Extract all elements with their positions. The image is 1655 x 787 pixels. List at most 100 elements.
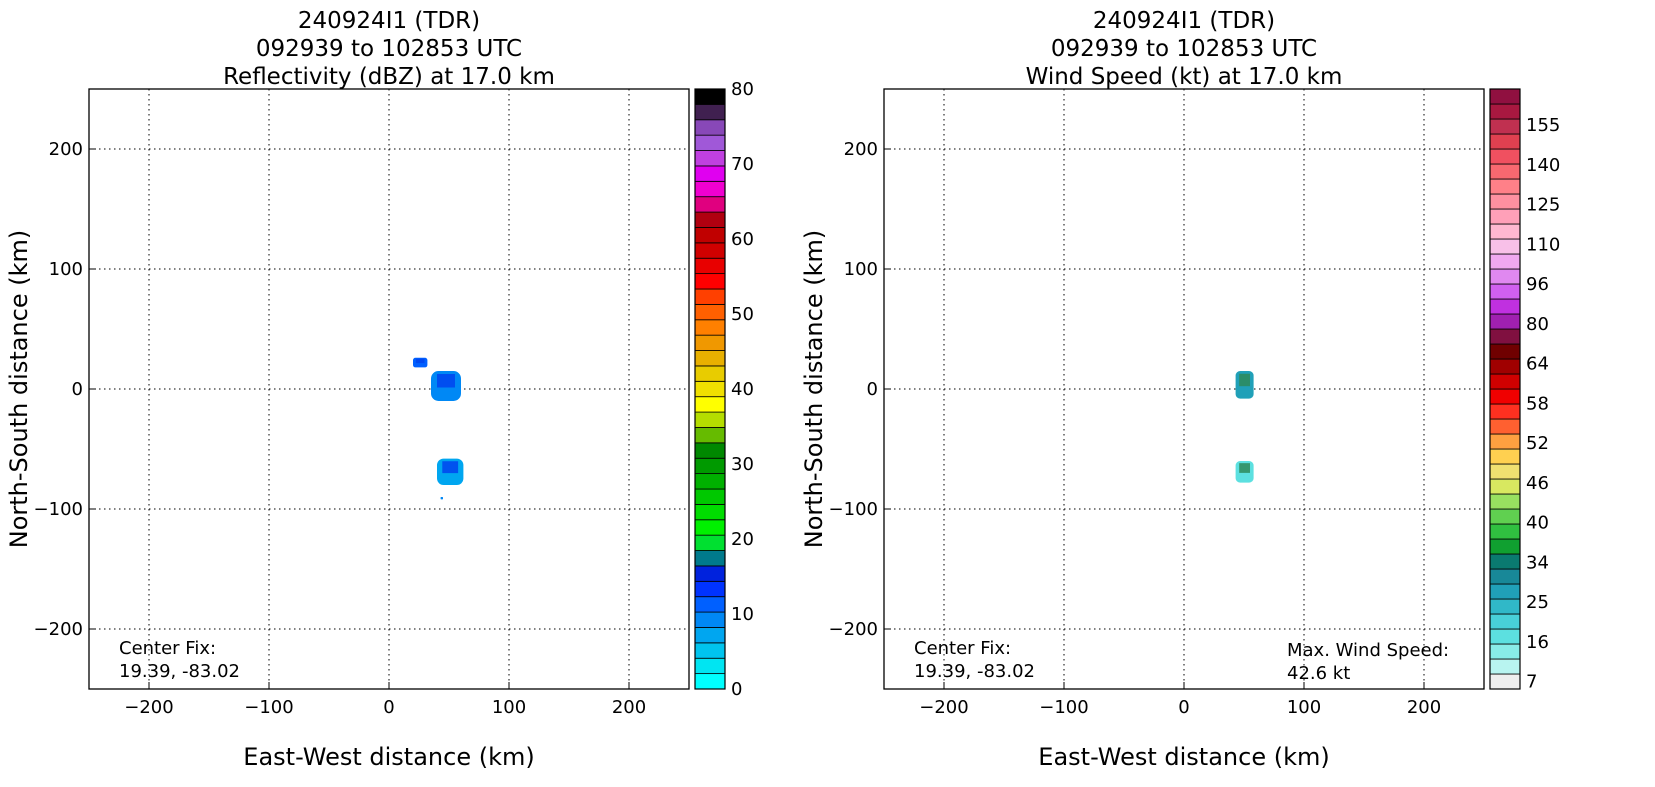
colorbar-segment bbox=[694, 596, 726, 613]
colorbar-segment bbox=[1489, 253, 1521, 270]
colorbar-segment bbox=[1489, 673, 1521, 690]
colorbar-segment bbox=[1489, 643, 1521, 660]
left-data-layer bbox=[413, 357, 464, 500]
colorbar-tick-label: 40 bbox=[731, 379, 754, 400]
colorbar-segment bbox=[1489, 238, 1521, 255]
colorbar-segment bbox=[694, 334, 726, 351]
colorbar-tick-label: 125 bbox=[1526, 195, 1560, 216]
colorbar-segment bbox=[694, 580, 726, 598]
colorbar-segment bbox=[1489, 313, 1521, 330]
colorbar-segment bbox=[694, 180, 726, 198]
colorbar-segment bbox=[694, 534, 726, 551]
colorbar-tick-label: 7 bbox=[1526, 672, 1537, 693]
colorbar-segment bbox=[694, 519, 726, 536]
echo-region bbox=[440, 497, 443, 500]
colorbar-tick-label: 34 bbox=[1526, 552, 1549, 573]
right-grid bbox=[884, 89, 1484, 689]
echo-core bbox=[1239, 463, 1250, 473]
colorbar-segment bbox=[1489, 343, 1521, 360]
colorbar-segment bbox=[694, 365, 726, 382]
colorbar-segment bbox=[1489, 463, 1521, 480]
colorbar-segment bbox=[694, 150, 726, 167]
max-wind-value: 42.6 kt bbox=[1287, 663, 1350, 684]
colorbar-segment bbox=[1489, 373, 1521, 390]
colorbar-segment bbox=[1489, 88, 1521, 105]
colorbar-segment bbox=[694, 442, 726, 459]
colorbar-segment bbox=[1489, 613, 1521, 630]
colorbar-tick-label: 155 bbox=[1526, 115, 1560, 136]
colorbar-segment bbox=[1489, 148, 1521, 165]
right-colorbar: 7 16 25 34 40 46 52 58 64 80 96 110 125 140 155 bbox=[1489, 88, 1560, 693]
colorbar-segment bbox=[694, 473, 726, 490]
colorbar-segment bbox=[1489, 283, 1521, 300]
colorbar-tick-label: 25 bbox=[1526, 592, 1549, 613]
colorbar-segment bbox=[694, 642, 726, 659]
right-title-line1: 240924I1 (TDR) bbox=[1093, 8, 1275, 34]
colorbar-segment bbox=[1489, 583, 1521, 600]
colorbar-tick-label: 20 bbox=[731, 529, 754, 550]
colorbar-tick-label: 80 bbox=[731, 79, 754, 100]
y-tick-label: 200 bbox=[49, 139, 83, 160]
colorbar-segment bbox=[694, 257, 726, 275]
max-wind-label: Max. Wind Speed: bbox=[1287, 640, 1449, 661]
y-tick-label: 0 bbox=[867, 379, 878, 400]
colorbar-segment bbox=[1489, 208, 1521, 225]
colorbar-tick-label: 58 bbox=[1526, 393, 1549, 414]
colorbar-tick-label: 80 bbox=[1526, 314, 1549, 335]
colorbar-segment bbox=[694, 103, 726, 121]
colorbar-segment bbox=[694, 196, 726, 213]
echo-core bbox=[415, 358, 425, 364]
echo-core bbox=[437, 374, 455, 388]
colorbar-tick-label: 46 bbox=[1526, 473, 1549, 494]
colorbar-tick-label: 96 bbox=[1526, 274, 1549, 295]
colorbar-segment bbox=[1489, 178, 1521, 195]
colorbar-segment bbox=[694, 396, 726, 413]
colorbar-tick-label: 70 bbox=[731, 154, 754, 175]
colorbar-segment bbox=[694, 227, 726, 244]
colorbar-segment bbox=[694, 273, 726, 290]
colorbar-segment bbox=[1489, 268, 1521, 285]
colorbar-segment bbox=[1489, 418, 1521, 435]
y-tick-label: −200 bbox=[829, 619, 878, 640]
right-ylabel: North-South distance (km) bbox=[800, 230, 828, 549]
colorbar-segment bbox=[1489, 508, 1521, 525]
colorbar-segment bbox=[694, 288, 726, 305]
colorbar-segment bbox=[1489, 403, 1521, 420]
colorbar-segment bbox=[694, 350, 726, 367]
colorbar-frame bbox=[694, 88, 726, 690]
x-tick-label: −200 bbox=[919, 697, 968, 718]
x-tick-label: 100 bbox=[492, 697, 526, 718]
colorbar-segment bbox=[694, 627, 726, 644]
colorbar-segment bbox=[694, 303, 726, 321]
y-tick-label: 0 bbox=[72, 379, 83, 400]
colorbar-segment bbox=[694, 380, 726, 398]
colorbar-segment bbox=[1489, 193, 1521, 210]
colorbar-segment bbox=[1489, 328, 1521, 345]
colorbar-segment bbox=[1489, 568, 1521, 585]
colorbar-segment bbox=[694, 550, 726, 567]
colorbar-tick-label: 64 bbox=[1526, 354, 1549, 375]
colorbar-segment bbox=[694, 88, 726, 105]
colorbar-segment bbox=[1489, 628, 1521, 645]
colorbar-segment bbox=[1489, 658, 1521, 675]
colorbar-segment bbox=[694, 211, 726, 228]
colorbar-segment bbox=[1489, 553, 1521, 570]
colorbar-segment bbox=[1489, 388, 1521, 405]
colorbar-segment bbox=[1489, 103, 1521, 120]
colorbar-tick-label: 50 bbox=[731, 304, 754, 325]
colorbar-segment bbox=[1489, 478, 1521, 495]
right-chart: 240924I1 (TDR) 092939 to 102853 UTC Wind… bbox=[800, 8, 1560, 771]
y-tick-label: −200 bbox=[34, 619, 83, 640]
colorbar-tick-label: 40 bbox=[1526, 513, 1549, 534]
x-tick-label: 100 bbox=[1287, 697, 1321, 718]
left-xlabel: East-West distance (km) bbox=[243, 743, 534, 771]
colorbar-segment bbox=[694, 657, 726, 675]
left-center-fix-value: 19.39, -83.02 bbox=[119, 661, 240, 682]
colorbar-segment bbox=[1489, 448, 1521, 465]
colorbar-segment bbox=[694, 319, 726, 336]
colorbar-segment bbox=[694, 427, 726, 444]
colorbar-segment bbox=[694, 134, 726, 151]
colorbar-tick-label: 0 bbox=[731, 679, 742, 700]
right-ticks: −200 −100 0 100 200 −200 −100 0 100 200 bbox=[829, 139, 1442, 718]
colorbar-segment bbox=[1489, 538, 1521, 555]
